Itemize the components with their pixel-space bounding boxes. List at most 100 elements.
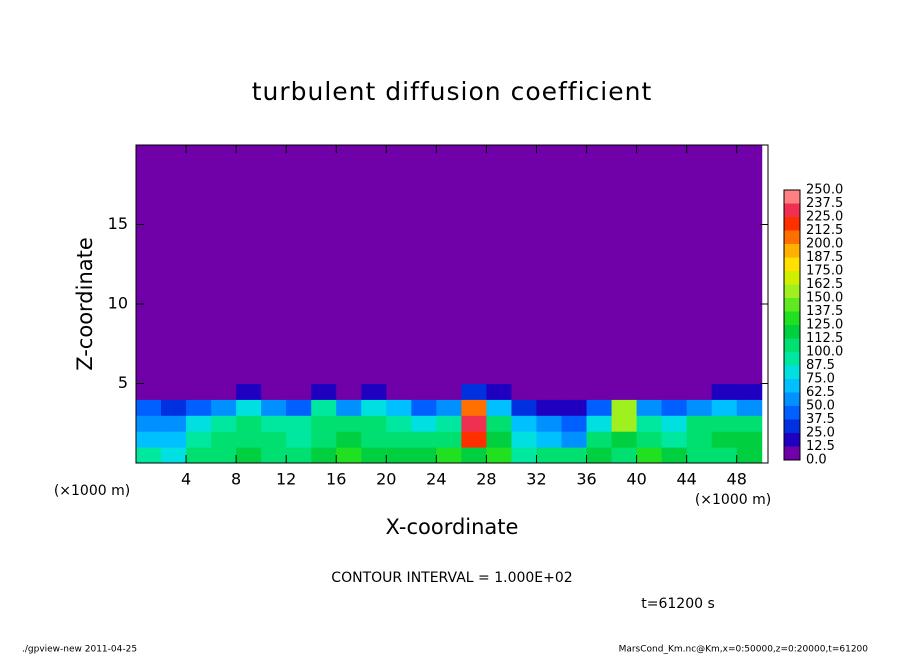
cell bbox=[436, 415, 462, 432]
cell bbox=[611, 145, 638, 384]
colorbar-label: 225.0 bbox=[806, 210, 843, 225]
colorbar-label: 50.0 bbox=[806, 399, 835, 414]
cell bbox=[286, 383, 312, 400]
cell bbox=[286, 145, 312, 384]
cell bbox=[286, 415, 312, 432]
colorbar-label: 112.5 bbox=[806, 331, 843, 346]
cell bbox=[636, 145, 663, 384]
cell bbox=[736, 447, 763, 464]
colorbar-band bbox=[784, 406, 800, 420]
colorbar-band bbox=[784, 244, 800, 258]
cell bbox=[211, 399, 237, 416]
cell bbox=[736, 431, 763, 448]
cell bbox=[411, 383, 437, 400]
cell bbox=[661, 431, 688, 448]
cell bbox=[611, 415, 638, 432]
x-tick-label: 16 bbox=[326, 470, 346, 489]
cell bbox=[561, 447, 588, 464]
cell bbox=[711, 399, 738, 416]
y-axis-label: Z-coordinate bbox=[73, 237, 97, 371]
x-tick-label: 32 bbox=[526, 470, 546, 489]
cell bbox=[461, 447, 487, 464]
cell bbox=[211, 415, 237, 432]
colorbar-band bbox=[784, 230, 800, 244]
cell bbox=[136, 447, 162, 464]
colorbar-label: 212.5 bbox=[806, 223, 843, 238]
cell bbox=[686, 415, 713, 432]
cell bbox=[261, 145, 287, 384]
cell bbox=[536, 145, 563, 384]
cell bbox=[386, 447, 412, 464]
cell bbox=[436, 399, 462, 416]
cell bbox=[261, 447, 287, 464]
cell bbox=[186, 447, 212, 464]
cell bbox=[361, 145, 387, 384]
cell bbox=[561, 383, 588, 400]
colorbar-band bbox=[784, 419, 800, 433]
cell bbox=[361, 383, 387, 400]
cell bbox=[511, 431, 537, 448]
x-tick-label: 24 bbox=[426, 470, 446, 489]
cell bbox=[161, 383, 187, 400]
colorbar-band bbox=[784, 365, 800, 379]
colorbar-label: 12.5 bbox=[806, 439, 835, 454]
cell bbox=[611, 383, 638, 400]
y-tick-label: 15 bbox=[108, 214, 128, 233]
cell bbox=[586, 399, 613, 416]
cell bbox=[511, 415, 537, 432]
cell bbox=[661, 145, 688, 384]
cell bbox=[711, 383, 738, 400]
cell bbox=[311, 447, 337, 464]
cell bbox=[136, 383, 162, 400]
colorbar-label: 237.5 bbox=[806, 196, 843, 211]
cell bbox=[311, 431, 337, 448]
cell bbox=[211, 431, 237, 448]
colorbar-label: 162.5 bbox=[806, 277, 843, 292]
colorbar-band bbox=[784, 298, 800, 312]
cell bbox=[386, 383, 412, 400]
x-tick-label: 8 bbox=[231, 470, 241, 489]
cell bbox=[261, 399, 287, 416]
cell bbox=[411, 447, 437, 464]
annotation: CONTOUR INTERVAL = 1.000E+02 bbox=[331, 570, 572, 586]
cell bbox=[161, 145, 187, 384]
cell bbox=[361, 447, 387, 464]
cell bbox=[336, 383, 362, 400]
cell bbox=[561, 399, 588, 416]
x-tick-label: 4 bbox=[181, 470, 191, 489]
colorbar-label: 125.0 bbox=[806, 318, 843, 333]
cell bbox=[636, 383, 663, 400]
x-tick-label: 48 bbox=[727, 470, 747, 489]
cell bbox=[461, 399, 487, 416]
cell bbox=[661, 383, 688, 400]
cell bbox=[636, 431, 663, 448]
cell bbox=[486, 399, 512, 416]
cell bbox=[511, 145, 537, 384]
colorbar-band bbox=[784, 190, 800, 204]
footer-right: MarsCond_Km.nc@Km,x=0:50000,z=0:20000,t=… bbox=[619, 645, 869, 654]
colorbar-label: 87.5 bbox=[806, 358, 835, 373]
colorbar-frame bbox=[783, 189, 801, 461]
cell bbox=[561, 145, 588, 384]
cell bbox=[236, 145, 262, 384]
cell bbox=[361, 431, 387, 448]
cell bbox=[461, 383, 487, 400]
cell bbox=[586, 383, 613, 400]
colorbar-label: 150.0 bbox=[806, 291, 843, 306]
cell bbox=[686, 399, 713, 416]
cell bbox=[186, 399, 212, 416]
colorbar-band bbox=[784, 217, 800, 231]
cell bbox=[336, 399, 362, 416]
cell bbox=[361, 415, 387, 432]
colorbar-label: 200.0 bbox=[806, 237, 843, 252]
cell bbox=[561, 431, 588, 448]
cell bbox=[336, 415, 362, 432]
cell bbox=[661, 447, 688, 464]
cell bbox=[336, 145, 362, 384]
cell bbox=[636, 399, 663, 416]
cell bbox=[736, 383, 763, 400]
colorbar-band bbox=[784, 338, 800, 352]
colorbar-band bbox=[784, 257, 800, 271]
cell bbox=[186, 415, 212, 432]
